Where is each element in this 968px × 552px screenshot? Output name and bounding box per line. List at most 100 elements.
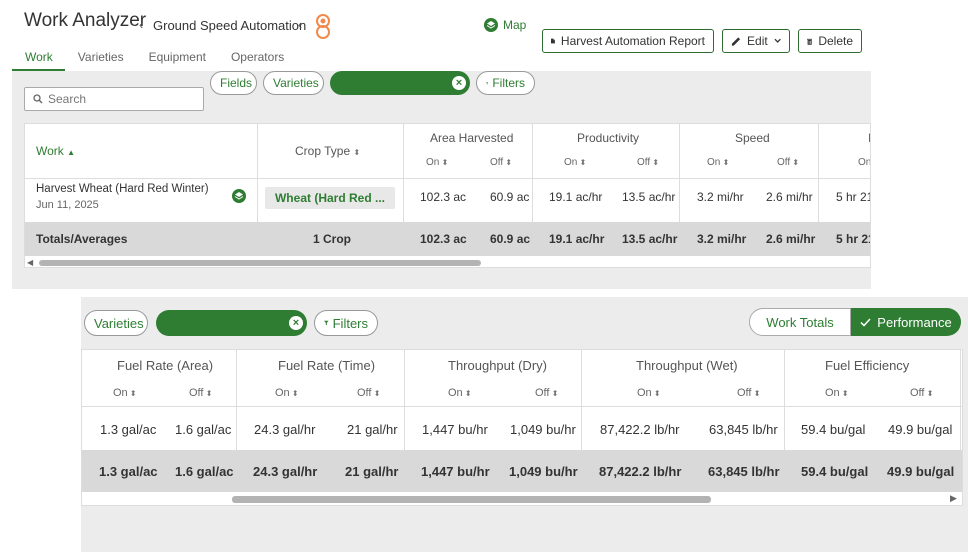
delete-label: Delete [818,34,853,48]
edit-label: Edit [747,34,768,48]
performance-toggle[interactable]: Performance [851,308,961,336]
tab-operators[interactable]: Operators [230,50,285,64]
row-frt-off: 21 gal/hr [347,422,398,437]
fuel-rate-time-header: Fuel Rate (Time) [278,358,376,373]
totals-fra-on: 1.3 gal/ac [99,464,158,479]
breadcrumb[interactable]: Ground Speed Automation [153,18,307,33]
tpd-on-header[interactable]: On ⬍ [448,387,472,399]
active-filter-chip[interactable]: × [156,310,307,336]
speed-header: Speed [735,131,770,145]
clear-filter-icon[interactable]: × [289,316,303,330]
time-on-value: 5 hr 21 [836,190,871,204]
scrollbar-thumb[interactable] [39,260,481,266]
fuel-efficiency-header: Fuel Efficiency [825,358,910,373]
pencil-icon [731,36,741,46]
crop-chip: Wheat (Hard Red ... [265,187,395,209]
horizontal-scrollbar[interactable]: ▶ [82,493,962,505]
totals-prod-off: 13.5 ac/hr [622,232,678,246]
horizontal-scrollbar[interactable]: ◀ [25,258,870,267]
tab-varieties[interactable]: Varieties [77,50,124,64]
totals-tpw-off: 63,845 lb/hr [708,464,780,479]
work-column-header[interactable]: Work ▲ [36,144,75,158]
totals-fe-off: 49.9 bu/gal [887,464,955,479]
filters-button[interactable]: Filters [314,310,378,336]
harvest-report-button[interactable]: Harvest Automation Report [542,29,714,53]
row-fe-off: 49.9 bu/gal [888,422,953,437]
crop-column-header[interactable]: Crop Type ⬍ [295,144,360,158]
filters-label: Filters [332,315,368,331]
varieties-filter[interactable]: Varieties [263,71,324,95]
scroll-left-icon[interactable]: ◀ [27,258,34,267]
filters-button[interactable]: Filters [476,71,535,95]
totals-area-off: 60.9 ac [490,232,531,246]
tpw-off-header[interactable]: Off ⬍ [737,387,761,399]
fuel-rate-area-header: Fuel Rate (Area) [117,358,214,373]
prod-off-value: 13.5 ac/hr [622,190,676,204]
totals-tpw-on: 87,422.2 lb/hr [599,464,682,479]
map-link[interactable]: Map [484,18,526,32]
document-icon [551,38,555,44]
speed-off-value: 2.6 mi/hr [766,190,813,204]
tpd-off-header[interactable]: Off ⬍ [535,387,559,399]
productivity-header: Productivity [577,131,640,145]
map-layers-icon [484,18,498,32]
fra-on-header[interactable]: On ⬍ [113,387,137,399]
totals-fe-on: 59.4 bu/gal [801,464,869,479]
time-on-header[interactable]: On [858,157,871,168]
totals-tpd-off: 1,049 bu/hr [509,464,578,479]
row-tpw-on: 87,422.2 lb/hr [600,422,680,437]
fe-off-header[interactable]: Off ⬍ [910,387,934,399]
delete-button[interactable]: Delete [798,29,862,53]
work-name[interactable]: Harvest Wheat (Hard Red Winter) [36,183,209,195]
frt-on-header[interactable]: On ⬍ [275,387,299,399]
varieties-filter[interactable]: Varieties [84,310,148,336]
chevron-left-icon[interactable]: ‹ [139,17,144,32]
totals-crop: 1 Crop [313,232,352,246]
totals-frt-on: 24.3 gal/hr [253,464,318,479]
totals-tpd-on: 1,447 bu/hr [421,464,490,479]
harvest-report-label: Harvest Automation Report [560,34,705,48]
prod-off-header[interactable]: Off ⬍ [637,157,660,168]
tab-equipment[interactable]: Equipment [148,50,206,64]
truncated-header: I [868,131,870,145]
row-tpd-off: 1,049 bu/hr [510,422,576,437]
totals-time-on: 5 hr 21 [836,232,871,246]
throughput-dry-header: Throughput (Dry) [448,358,547,373]
search-icon [33,94,43,104]
totals-row: 1.3 gal/ac 1.6 gal/ac 24.3 gal/hr 21 gal… [82,450,962,492]
frt-off-header[interactable]: Off ⬍ [357,387,381,399]
work-totals-toggle[interactable]: Work Totals [749,308,851,336]
speed-off-header[interactable]: Off ⬍ [777,157,800,168]
speed-on-header[interactable]: On ⬍ [707,157,730,168]
orange-team-icon [316,14,330,39]
scroll-right-icon[interactable]: ▶ [950,493,957,503]
fe-on-header[interactable]: On ⬍ [825,387,849,399]
funnel-icon [324,320,329,326]
performance-table: Fuel Rate (Area) Fuel Rate (Time) Throug… [81,349,963,506]
chevron-left-icon[interactable]: ‹ [298,17,303,32]
area-off-header[interactable]: Off ⬍ [490,157,513,168]
filters-label: Filters [492,76,525,90]
work-content: Fields Varieties × Filters Work ▲ [12,71,871,289]
performance-label: Performance [877,314,952,330]
fields-filter[interactable]: Fields [210,71,257,95]
active-filter-chip[interactable]: × [330,71,470,95]
edit-button[interactable]: Edit [722,29,790,53]
area-on-header[interactable]: On ⬍ [426,157,449,168]
search-input[interactable] [48,92,188,106]
area-off-value: 60.9 ac [490,190,530,204]
prod-on-header[interactable]: On ⬍ [564,157,587,168]
tab-work[interactable]: Work [12,48,65,72]
tpw-on-header[interactable]: On ⬍ [637,387,661,399]
clear-filter-icon[interactable]: × [452,76,466,90]
work-analyzer-panel: Work Analyzer ‹ Ground Speed Automation … [12,0,871,289]
work-header-label: Work [36,144,64,158]
header: Work Analyzer ‹ Ground Speed Automation … [12,0,871,72]
map-label: Map [503,18,527,32]
map-layers-icon[interactable] [232,189,246,203]
scrollbar-thumb[interactable] [232,496,711,503]
check-icon [860,317,871,327]
fra-off-header[interactable]: Off ⬍ [189,387,213,399]
row-fe-on: 59.4 bu/gal [801,422,866,437]
row-tpw-off: 63,845 lb/hr [709,422,778,437]
